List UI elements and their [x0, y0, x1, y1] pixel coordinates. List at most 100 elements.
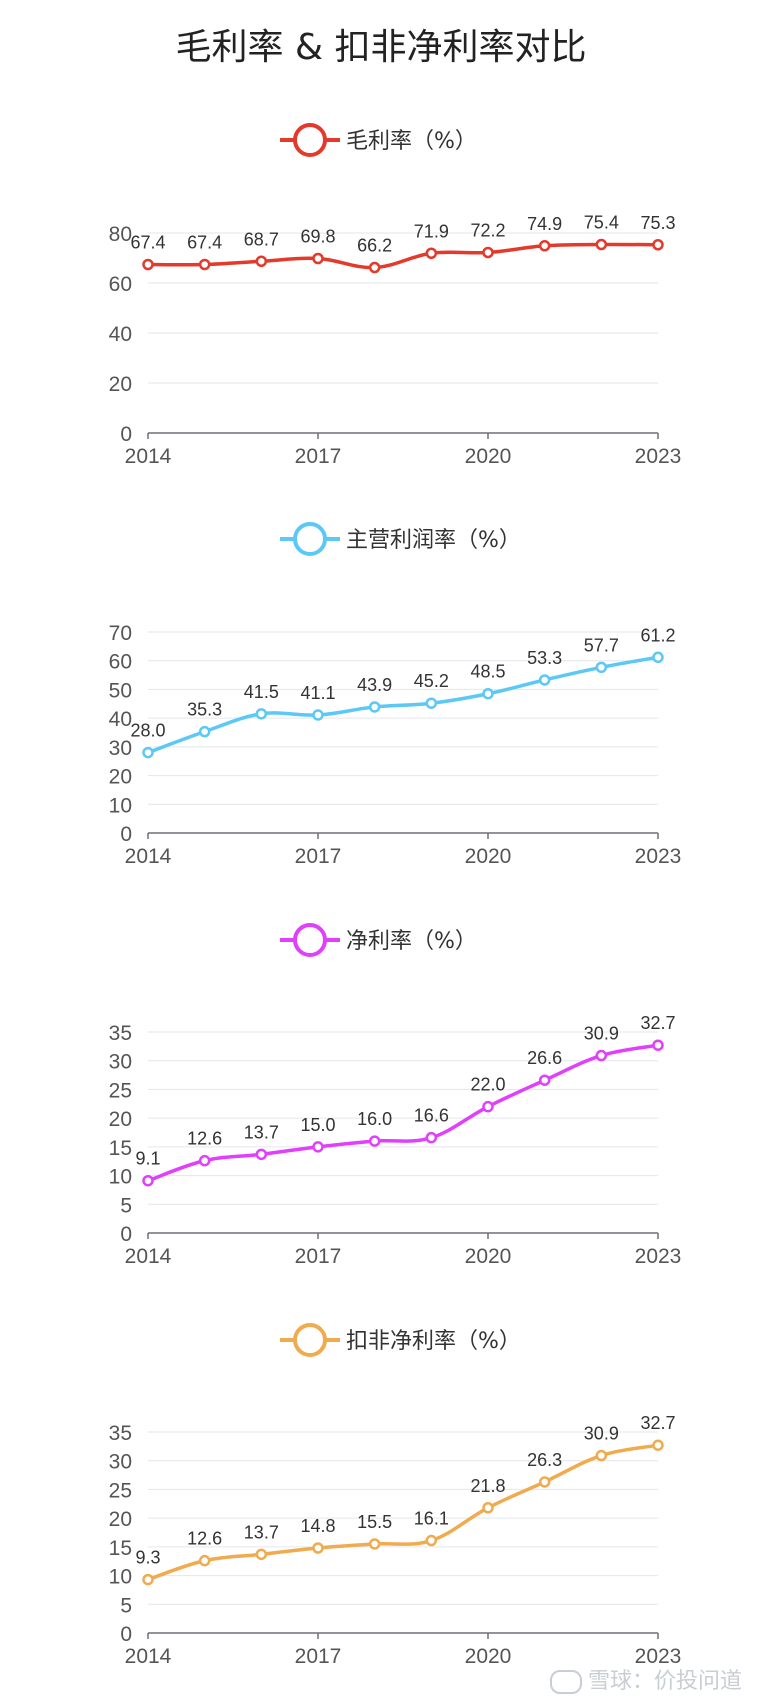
- legend-label: 毛利率（%）: [346, 129, 477, 154]
- legend-marker: [293, 522, 327, 556]
- y-tick-label: 15: [109, 1537, 132, 1560]
- legend: 净利率（%）: [280, 923, 477, 957]
- y-tick-label: 20: [109, 766, 132, 789]
- page-title: 毛利率 & 扣非净利率对比: [175, 27, 587, 68]
- legend-marker: [293, 1323, 327, 1357]
- legend-marker: [293, 923, 327, 957]
- y-tick-label: 0: [120, 823, 132, 846]
- data-point: [425, 697, 438, 709]
- data-label: 43.9: [357, 675, 392, 695]
- data-label: 67.4: [130, 233, 165, 253]
- data-point: [595, 238, 608, 251]
- data-label: 16.0: [357, 1109, 392, 1129]
- data-label: 26.3: [527, 1450, 562, 1470]
- data-point: [482, 1502, 494, 1514]
- x-tick-label: 2023: [635, 1245, 682, 1268]
- y-tick-label: 15: [109, 1137, 132, 1160]
- data-label: 12.6: [187, 1129, 222, 1149]
- y-tick-label: 10: [109, 794, 132, 817]
- series-line: [147, 1443, 659, 1582]
- y-tick-label: 35: [109, 1022, 132, 1045]
- y-tick-label: 25: [109, 1079, 132, 1102]
- y-tick-label: 35: [109, 1422, 132, 1445]
- x-tick-label: 2020: [465, 1245, 512, 1268]
- data-label: 21.8: [470, 1476, 505, 1496]
- data-point: [595, 661, 608, 674]
- data-label: 13.7: [244, 1522, 279, 1542]
- data-label: 13.7: [244, 1122, 279, 1142]
- series-line: [147, 655, 659, 755]
- y-tick-label: 10: [109, 1166, 132, 1189]
- x-tick-label: 2017: [295, 1645, 342, 1668]
- data-point: [198, 1154, 211, 1167]
- data-label: 16.6: [414, 1106, 449, 1126]
- data-point: [255, 708, 268, 720]
- data-point: [482, 246, 494, 259]
- y-tick-label: 25: [109, 1479, 132, 1502]
- x-tick-label: 2014: [125, 1645, 172, 1668]
- data-point: [482, 687, 494, 700]
- data-label: 68.7: [244, 229, 279, 249]
- legend-label: 扣非净利率（%）: [346, 1329, 521, 1354]
- data-point: [142, 746, 154, 759]
- y-tick-label: 30: [109, 1051, 132, 1074]
- y-tick-label: 5: [120, 1594, 132, 1617]
- data-label: 22.0: [470, 1075, 505, 1095]
- data-point: [255, 1148, 268, 1161]
- legend-marker: [293, 123, 327, 157]
- data-point: [425, 247, 438, 259]
- y-tick-label: 80: [109, 223, 132, 246]
- data-label: 32.7: [640, 1413, 675, 1433]
- data-point: [595, 1449, 608, 1462]
- data-point: [595, 1049, 608, 1062]
- legend: 扣非净利率（%）: [280, 1323, 521, 1357]
- data-label: 57.7: [584, 635, 619, 655]
- watermark-text: 雪球：价投问道: [588, 1669, 743, 1694]
- data-label: 71.9: [414, 221, 449, 241]
- data-label: 66.2: [357, 236, 392, 256]
- data-point: [368, 1135, 381, 1147]
- x-tick-label: 2020: [465, 845, 512, 868]
- data-label: 9.1: [135, 1149, 160, 1169]
- series-line: [147, 1043, 659, 1183]
- x-tick-label: 2014: [125, 845, 172, 868]
- data-label: 48.5: [470, 662, 505, 682]
- y-tick-label: 40: [109, 708, 132, 731]
- data-label: 9.3: [135, 1548, 160, 1568]
- data-point: [198, 258, 211, 271]
- data-point: [425, 1131, 438, 1144]
- data-point: [198, 1554, 211, 1567]
- data-point: [312, 1542, 324, 1554]
- data-point: [368, 701, 381, 713]
- data-point: [368, 261, 381, 274]
- data-label: 45.2: [414, 671, 449, 691]
- data-label: 28.0: [130, 721, 165, 741]
- data-label: 53.3: [527, 648, 562, 668]
- data-label: 75.3: [640, 213, 675, 233]
- x-tick-label: 2020: [465, 1645, 512, 1668]
- y-tick-label: 0: [120, 1623, 132, 1646]
- data-label: 26.6: [527, 1048, 562, 1068]
- data-point: [538, 240, 551, 252]
- x-tick-label: 2017: [295, 845, 342, 868]
- y-tick-label: 5: [120, 1194, 132, 1217]
- data-label: 14.8: [300, 1516, 335, 1536]
- data-label: 35.3: [187, 700, 222, 720]
- y-tick-label: 0: [120, 423, 132, 446]
- data-label: 75.4: [584, 213, 619, 233]
- data-point: [368, 1538, 381, 1550]
- chart-panel-1: 毛利率（%） 0 20 40 60 80 2014 2017 2020 2023 67.4 67.4 6…: [109, 123, 681, 468]
- snowball-logo-icon: [550, 1670, 582, 1694]
- data-label: 12.6: [187, 1529, 222, 1549]
- data-label: 41.1: [300, 683, 335, 703]
- y-tick-label: 0: [120, 1223, 132, 1246]
- data-point: [538, 1476, 551, 1488]
- series-line: [147, 242, 659, 270]
- x-tick-label: 2023: [635, 845, 682, 868]
- data-label: 69.8: [300, 227, 335, 247]
- x-tick-label: 2017: [295, 445, 342, 468]
- data-point: [312, 709, 324, 721]
- data-point: [142, 258, 154, 271]
- chart-panel-2: 主营利润率（%） 0 10 20 30 40 50 60 70 2014 2017 2020 2023 2…: [109, 522, 682, 868]
